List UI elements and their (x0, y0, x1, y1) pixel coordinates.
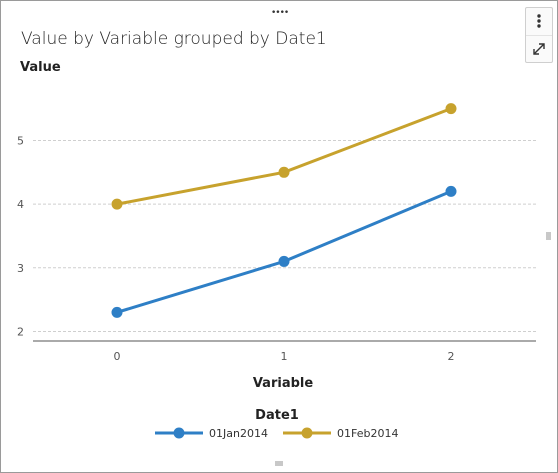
x-axis-title: Variable (253, 376, 314, 391)
y-axis-title: Value (20, 60, 61, 75)
maximize-button[interactable] (526, 35, 552, 62)
resize-handle-bottom[interactable] (275, 461, 283, 466)
legend-swatch-marker (173, 427, 185, 439)
y-tick-label: 3 (17, 262, 24, 275)
series-layer (111, 103, 457, 318)
data-point[interactable] (278, 166, 290, 178)
y-tick-label: 5 (17, 134, 24, 147)
legend-label: 01Feb2014 (337, 427, 398, 440)
gridlines (33, 139, 536, 332)
data-point[interactable] (278, 255, 290, 267)
legend: 01Jan2014 01Feb2014 (155, 427, 398, 440)
legend-swatch-marker (301, 427, 313, 439)
x-axis-ticks: 0 1 2 (114, 350, 455, 363)
drag-handle-icon[interactable]: •••• (271, 8, 289, 18)
legend-title: Date1 (255, 408, 299, 423)
panel-toolbar (525, 7, 553, 63)
series-line (116, 190, 452, 314)
data-point[interactable] (445, 185, 457, 197)
x-tick-label: 2 (448, 350, 455, 363)
resize-handle-right[interactable] (546, 232, 551, 240)
series-line (116, 107, 452, 206)
y-axis-ticks: 2 3 4 5 (17, 134, 24, 338)
expand-diagonal-icon (533, 43, 545, 55)
y-tick-label: 2 (17, 325, 24, 338)
vertical-ellipsis-icon (537, 14, 541, 28)
data-point[interactable] (111, 306, 123, 318)
x-tick-label: 0 (114, 350, 121, 363)
data-point[interactable] (445, 103, 457, 115)
data-point[interactable] (111, 198, 123, 210)
legend-label: 01Jan2014 (209, 427, 268, 440)
more-options-button[interactable] (526, 8, 552, 34)
chart-title: Value by Variable grouped by Date1 (21, 29, 327, 49)
x-tick-label: 1 (281, 350, 288, 363)
y-tick-label: 4 (17, 198, 24, 211)
